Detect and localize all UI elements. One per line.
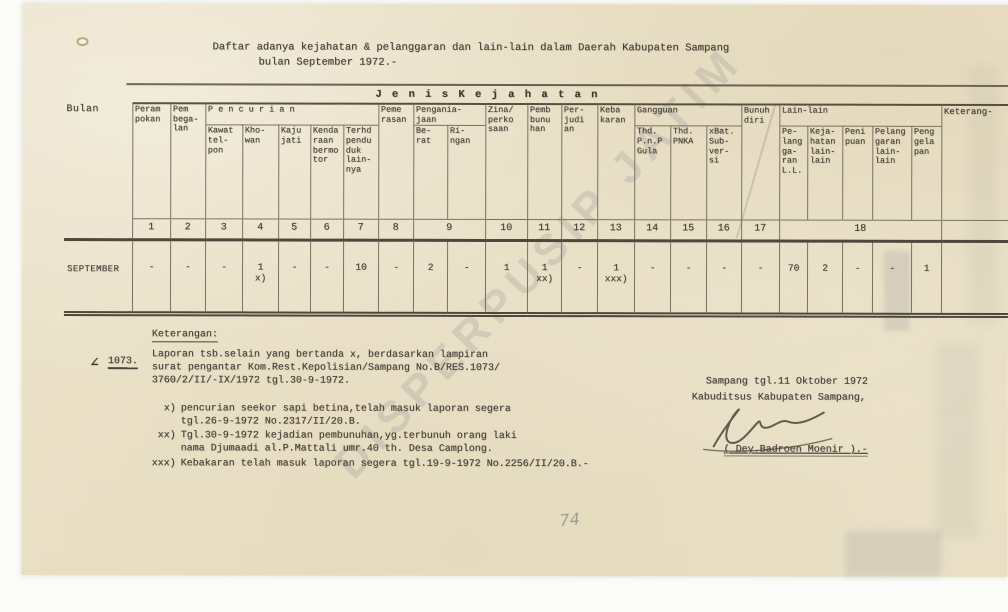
column-number: 2 — [170, 219, 206, 241]
value-penganiayaan-berat: 2 — [412, 240, 448, 315]
header-khewan: Kho- wan — [242, 125, 279, 220]
value-kawat-telpon: - — [204, 240, 243, 315]
value-terhdp-penduduk: 10 — [342, 240, 379, 315]
header-penggelapan: Peng gela pan — [911, 126, 942, 221]
crime-statistics-table: Bulan Peram pokan Pem bega- lan P e n c … — [63, 102, 1008, 318]
signature-name: ( Dey.Badroen Moenir ).- — [723, 444, 868, 457]
value-pemerasan: - — [377, 240, 414, 315]
header-kaju-jati: Kaju jati — [278, 125, 311, 220]
group-header-pencurian: P e n c u r i a n — [205, 103, 379, 126]
column-number: 1 — [132, 219, 171, 241]
header-pemerasan: Peme rasan — [378, 103, 414, 220]
group-header-penganiayaan: Pengania- jaan — [413, 103, 486, 126]
paper-sheet: DISPERPUSIP JATIM Daftar adanya kejahata… — [21, 2, 1008, 578]
column-number: 15 — [670, 220, 707, 242]
column-number: 10 — [485, 219, 528, 241]
reference-number: 1073. — [107, 356, 138, 370]
value-pelanggaran-lain: - — [871, 241, 912, 316]
header-berat: Be- rat — [413, 125, 448, 220]
column-number: 18 — [779, 220, 942, 242]
note-xxx: xxx) Kebakaran telah masuk laporan seger… — [140, 444, 700, 484]
value-thd-pnp-gula: - — [633, 241, 671, 316]
header-terhdp-penduduk: Terhd pendu duk lain- nya — [343, 125, 379, 220]
value-penggelapan: 1 — [910, 241, 942, 316]
signature-place-date: Sampang tgl.11 Oktober 1972 — [705, 376, 868, 388]
header-bulan: Bulan — [64, 103, 133, 241]
column-number: 6 — [310, 219, 344, 241]
value-kaju-jati: - — [277, 240, 311, 315]
column-number: 11 — [527, 219, 562, 241]
document-subtitle: bulan September 1972.- — [258, 56, 398, 69]
value-thd-pnka: - — [669, 241, 707, 316]
group-header-lain-lain: Lain-lain — [779, 104, 942, 127]
value-perampokan: - — [131, 240, 171, 315]
header-thd-pnp-gula: Thd. P.n.P Gula — [634, 126, 671, 221]
reference-check-mark: ∠ — [89, 355, 99, 373]
scan-smudge — [845, 530, 942, 577]
column-number-keterangan-empty — [941, 220, 1008, 242]
header-perampokan: Peram pokan — [132, 103, 171, 220]
header-penipuan: Peni puan — [842, 126, 873, 221]
value-penganiayaan-ringan: - — [446, 240, 486, 315]
column-number: 8 — [378, 219, 414, 241]
header-kejahatan-lain: Keja- hatan lain- lain — [807, 126, 843, 221]
value-kejahatan-lain: 2 — [806, 241, 843, 316]
header-zina-perkosaan: Zina/ perko saan — [485, 103, 528, 220]
handwritten-signature — [702, 408, 833, 452]
value-subversi: - — [705, 241, 742, 316]
value-bunuh-diri: - — [740, 241, 780, 316]
value-perjudian: - — [560, 240, 598, 316]
column-number: 13 — [597, 220, 635, 242]
note-xxx-text: Kebakaran telah masuk laporan segera tgl… — [180, 458, 589, 471]
document-title: Daftar adanya kejahatan & pelanggaran da… — [212, 41, 730, 55]
note-xxx-label: xxx) — [151, 458, 176, 470]
column-number: 9 — [413, 219, 486, 241]
header-kawat-telpon: Kawat tel- pon — [205, 125, 243, 220]
header-perjudian: Per- judi an — [561, 104, 598, 221]
value-penipuan: - — [841, 241, 873, 316]
value-pelanggaran-ll: 70 — [778, 241, 808, 316]
horizontal-rule — [126, 83, 1008, 88]
row-label-month: SEPTEMBER — [63, 239, 133, 315]
value-keterangan-empty — [940, 241, 1008, 316]
header-pembegalan: Pem bega- lan — [170, 103, 206, 220]
header-ringan: Ri- ngan — [447, 125, 486, 220]
header-pembunuhan: Pemb bunu han — [527, 104, 562, 220]
column-number: 16 — [706, 220, 742, 242]
column-number: 14 — [634, 220, 671, 242]
header-kebakaran: Keba karan — [597, 104, 635, 221]
keterangan-heading: Keterangan: — [151, 329, 218, 343]
note-main: Laporan tsb.selain yang bertanda x, berd… — [151, 349, 500, 387]
value-khewan: 1 x) — [241, 240, 279, 315]
header-thd-pnka: Thd. PNKA — [670, 126, 707, 221]
value-kendaraan-bermotor: - — [309, 240, 344, 315]
column-number: 3 — [205, 219, 243, 241]
value-zina-perkosaan: 1 — [484, 240, 528, 315]
header-kendaraan-bermotor: Kenda raan bermo tor — [310, 125, 344, 220]
scan-smudge — [935, 342, 980, 538]
value-pembunuhan: 1 xx) — [526, 240, 562, 315]
header-keterangan: Keterang- — [941, 104, 1008, 221]
header-bunuh-diri: Bunuh diri — [741, 104, 780, 221]
hole-punch-mark — [76, 37, 89, 47]
column-number: 4 — [242, 219, 279, 241]
column-number: 12 — [561, 219, 598, 242]
column-number: 17 — [741, 220, 780, 242]
column-number: 7 — [343, 219, 379, 241]
table-banner-jenis-kejahatan: J e n i s K e j a h a t a n — [375, 88, 600, 102]
value-pembegalan: - — [169, 240, 206, 315]
header-pelanggaran-lain: Pelang garan lain- lain — [872, 126, 912, 221]
header-subversi: xBat. Sub- ver- si — [706, 126, 742, 221]
column-number: 5 — [278, 219, 311, 241]
header-pelanggaran-ll: Pe- lang ga- ran L.L. — [779, 126, 808, 221]
group-header-gangguan: Gangguan — [634, 104, 742, 127]
pencil-page-number: 74 — [558, 509, 581, 531]
value-kebakaran: 1 xxx) — [596, 241, 635, 316]
